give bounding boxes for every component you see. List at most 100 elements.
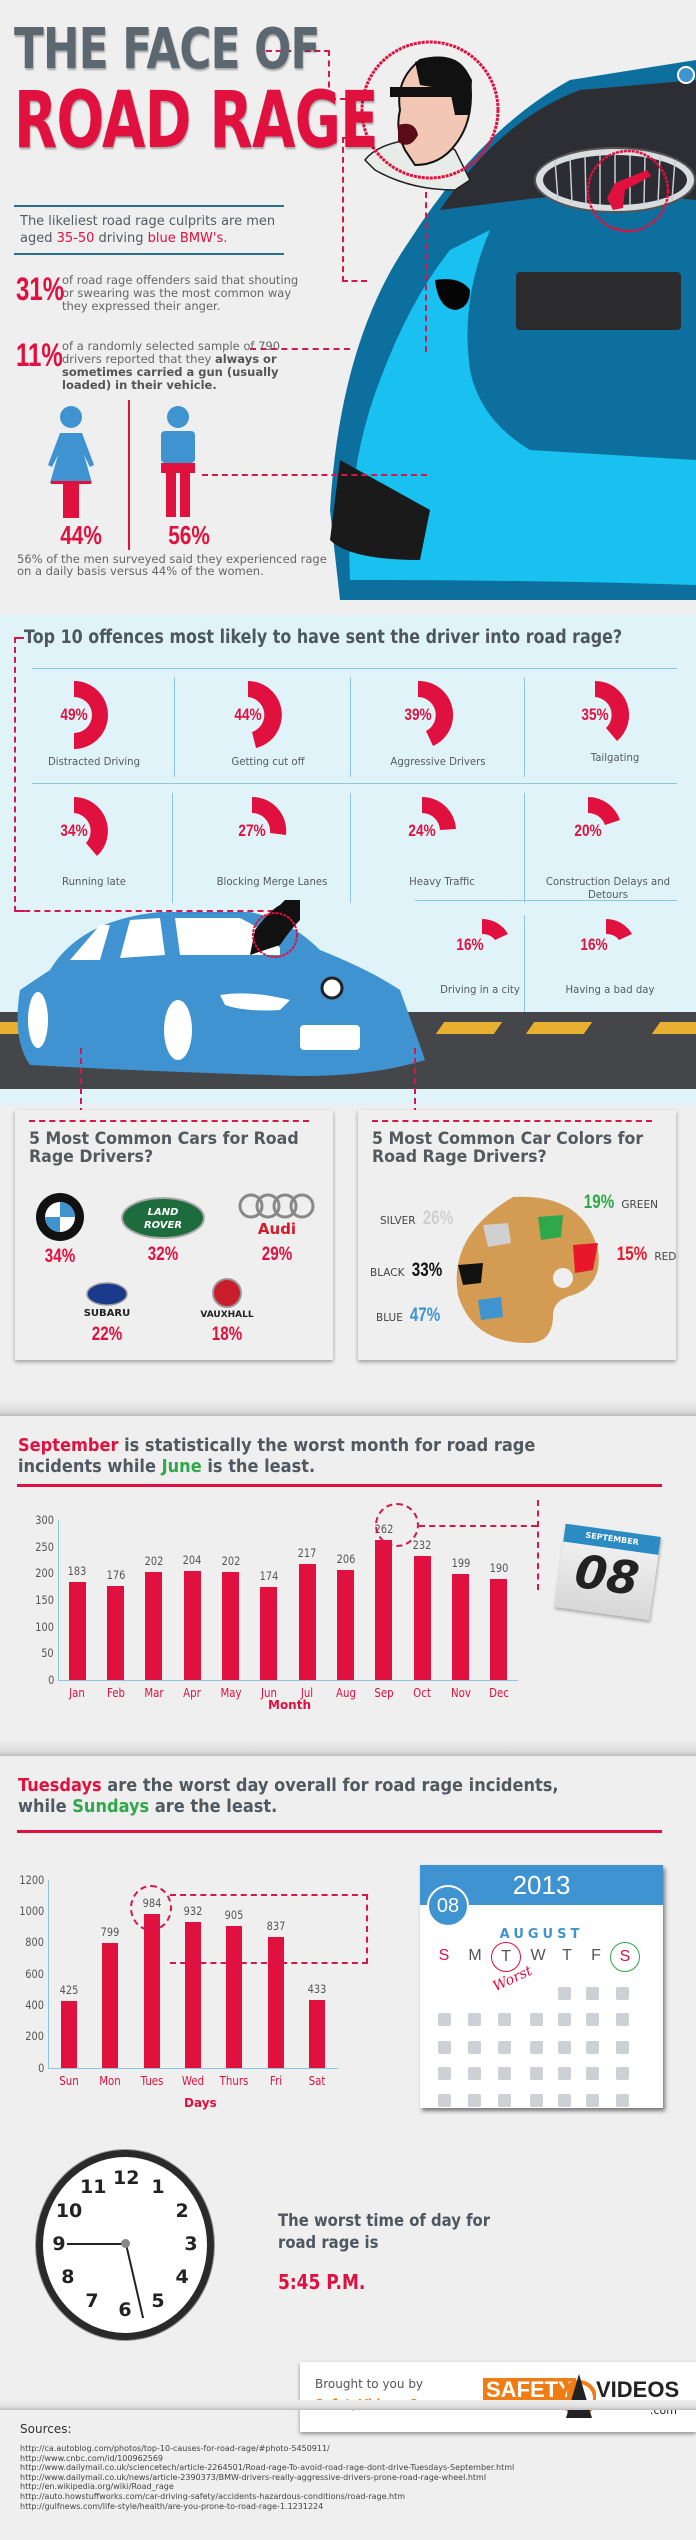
bar-value-label: 799: [100, 1924, 120, 1939]
calendar-badge: 08: [427, 1885, 469, 1927]
x-tick-label: Oct: [413, 1686, 431, 1700]
bar: [490, 1578, 508, 1680]
common-cars-card: 5 Most Common Cars for Road Rage Drivers…: [15, 1110, 333, 1360]
worst-time-text: The worst time of day for road rage is: [278, 2211, 491, 2252]
bar-value-label: 176: [106, 1568, 125, 1583]
gauge-arc-icon: [482, 919, 508, 940]
worst-time-value: 5:45 P.M.: [278, 2270, 366, 2294]
y-tick: 200: [25, 2029, 44, 2043]
sources-title: Sources:: [20, 2422, 72, 2436]
women-percent: 44%: [60, 520, 102, 550]
bar-value-label: 183: [67, 1564, 87, 1579]
calendar-day-cell: [616, 2094, 629, 2107]
svg-text:ROVER: ROVER: [144, 1220, 182, 1231]
stat-text: of road rage offenders said that shoutin…: [62, 273, 299, 313]
brand-percent: 18%: [211, 1324, 243, 1345]
source-link[interactable]: http://www.cnbc.com/id/100962569: [20, 2453, 164, 2463]
bar: [375, 1540, 393, 1680]
culprit-car: blue BMW's.: [147, 231, 228, 246]
clock-center: [121, 2239, 130, 2248]
gauge-percent: 34%: [60, 821, 88, 840]
card-top-line: [372, 1120, 652, 1122]
culprit-summary: The likeliest road rage culprits are men…: [14, 205, 284, 255]
source-link[interactable]: http://gulfnews.com/life-style/health/ar…: [20, 2501, 324, 2511]
headline-text: are the worst day overall for road rage …: [18, 1775, 559, 1817]
clock-number: 5: [151, 2290, 165, 2313]
gun-icon: [586, 149, 670, 233]
y-ticks: 300 250 200 150 100 50 0: [18, 1513, 54, 1687]
gauge-label: Having a bad day: [565, 983, 655, 996]
color-silver: SILVER 26%: [380, 1208, 457, 1230]
y-tick: 600: [25, 1967, 44, 1981]
y-tick: 300: [35, 1513, 54, 1527]
offence-gauge: 44% Getting cut off: [188, 675, 348, 785]
svg-text:LAND: LAND: [148, 1207, 179, 1218]
gauge-label: Tailgating: [590, 751, 640, 764]
offence-gauge: 20% Construction Delays and Detours: [528, 791, 688, 901]
calendar-day-cell: [586, 1987, 599, 2000]
bar: [226, 1926, 243, 2068]
bar-value-label: 199: [451, 1555, 470, 1570]
stat-shouting: 31% of road rage offenders said that sho…: [16, 273, 302, 313]
color-percent: 26%: [422, 1208, 454, 1229]
calendar-day-cell: [438, 2041, 451, 2054]
weekday-label: M: [468, 1947, 482, 1964]
x-tick-label: Aug: [335, 1686, 356, 1700]
offence-gauge: 35% Tailgating: [535, 675, 695, 785]
calendar-day-cell: [558, 2013, 571, 2026]
calendar-month: AUGUST: [499, 1927, 584, 1942]
audi-logo-icon: Audi: [238, 1193, 315, 1238]
common-colors-card: 5 Most Common Car Colors for Road Rage D…: [358, 1110, 676, 1360]
offences-title: Top 10 offences most likely to have sent…: [24, 627, 623, 648]
gauge-label: Heavy Traffic: [409, 875, 475, 888]
calendar-day-cell: [438, 2067, 451, 2080]
bar: [452, 1573, 469, 1680]
color-percent: 15%: [616, 1244, 648, 1265]
gauge-percent: 16%: [456, 935, 484, 954]
gauge-label: Construction Delays and Detours: [545, 875, 671, 901]
calendar-day-cell: [530, 2094, 543, 2107]
bar: [183, 1571, 201, 1680]
weekday-label: S: [438, 1947, 450, 1964]
card-title: 5 Most Common Cars for Road Rage Drivers…: [29, 1129, 299, 1167]
weekday-label: T: [562, 1947, 572, 1964]
sponsor-intro: Brought to you by: [315, 2377, 424, 2391]
headline-highlight-least: Sundays: [72, 1796, 150, 1817]
shout-connector-line: [342, 137, 367, 282]
source-link[interactable]: http://ca.autoblog.com/photos/top-10-cau…: [20, 2444, 330, 2453]
bar: [309, 2000, 326, 2068]
gauge-arc-icon: [248, 681, 282, 748]
y-ticks: 1200 1000 800 600 400 200 0: [6, 1873, 44, 2075]
offence-gauge: 16% Driving in a city: [400, 913, 560, 1023]
x-tick-label: Nov: [450, 1686, 471, 1700]
color-name: GREEN: [621, 1199, 658, 1211]
brand-percent: 32%: [147, 1244, 179, 1265]
title-connector-line: [266, 50, 330, 98]
clock-number: 8: [61, 2266, 75, 2288]
calendar-day-cell: [530, 2067, 543, 2080]
bar-value-label: 425: [59, 1983, 79, 1998]
source-link[interactable]: http://en.wikipedia.org/wiki/Road_rage: [20, 2482, 174, 2492]
weekday-label-least: S: [610, 1942, 640, 1972]
bar-value-label: 206: [336, 1552, 355, 1567]
bar: [413, 1556, 431, 1680]
days-headline: Tuesdays are the worst day overall for r…: [18, 1775, 594, 1817]
land-rover-logo-icon: LAND ROVER: [121, 1197, 205, 1239]
blue-car-silhouette: [17, 900, 426, 1076]
logo-videos: VIDEOS: [596, 2377, 680, 2402]
y-tick: 250: [35, 1540, 54, 1554]
source-link[interactable]: http://www.dailymail.co.uk/news/article-…: [20, 2472, 487, 2482]
source-link[interactable]: http://www.dailymail.co.uk/sciencetech/a…: [20, 2463, 515, 2473]
x-tick-label: Wed: [181, 2074, 205, 2088]
road-dash: [525, 1022, 593, 1034]
calendar-day-cell: [468, 2013, 481, 2026]
clock-number: 12: [113, 2167, 140, 2189]
august-calendar: 2013 08 AUGUST S M T W T F S Worst: [420, 1865, 663, 2108]
x-tick-label: Jan: [69, 1686, 86, 1700]
source-link[interactable]: http://auto.howstuffworks.com/car-drivin…: [20, 2491, 406, 2501]
clock-number: 3: [184, 2233, 198, 2255]
gauge-percent: 20%: [574, 821, 602, 840]
headline-highlight-worst: September: [18, 1435, 119, 1456]
road-dash: [435, 1022, 503, 1034]
gauge-arc-icon: [418, 680, 454, 746]
